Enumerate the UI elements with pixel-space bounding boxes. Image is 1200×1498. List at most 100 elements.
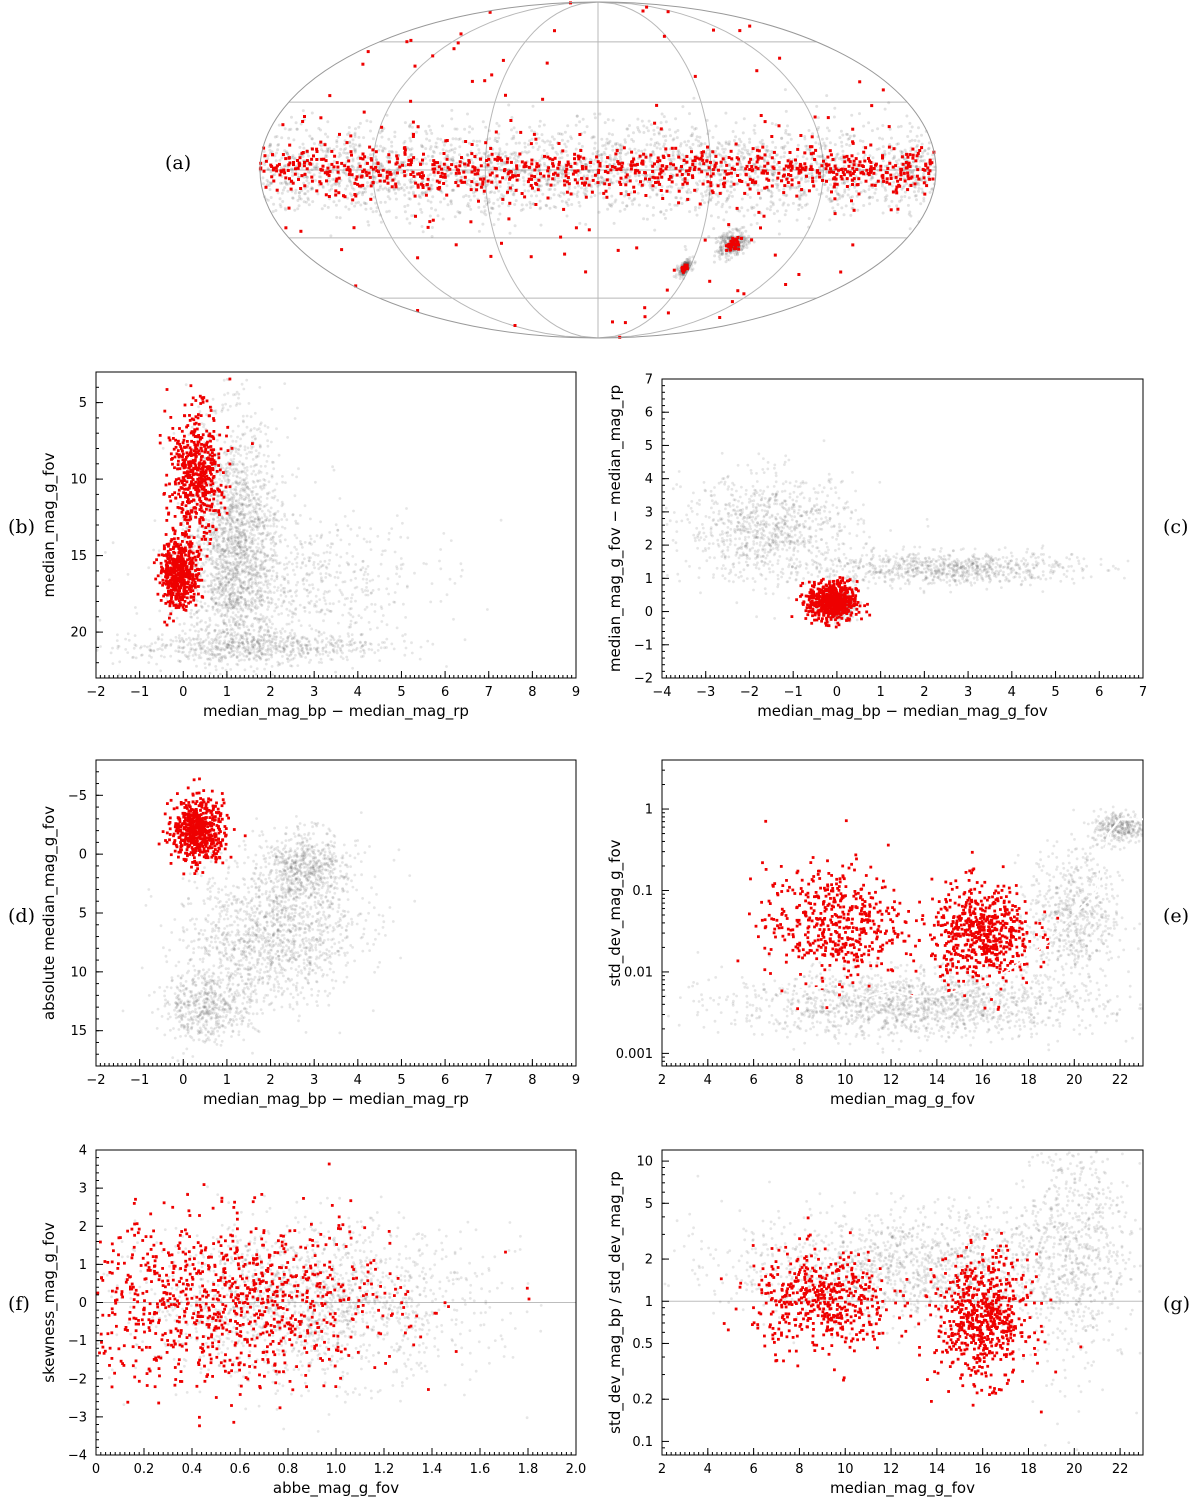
background-point	[768, 208, 772, 212]
background-point	[645, 143, 649, 147]
background-point	[519, 208, 523, 212]
background-point	[623, 194, 627, 198]
selected-point	[511, 174, 515, 178]
selected-point	[889, 173, 893, 177]
selected-point	[726, 243, 730, 247]
background-point	[430, 235, 434, 238]
background-point	[576, 190, 580, 194]
background-point	[390, 140, 394, 144]
background-point	[752, 240, 756, 244]
selected-point	[869, 165, 873, 169]
background-point	[664, 150, 668, 154]
background-point	[668, 190, 672, 194]
background-point	[731, 228, 735, 231]
selected-point	[395, 171, 399, 175]
selected-point	[375, 169, 379, 173]
selected-point	[811, 176, 815, 180]
background-point	[917, 186, 921, 190]
background-point	[720, 144, 724, 148]
background-point	[690, 134, 694, 138]
background-point	[672, 275, 676, 278]
background-point	[466, 154, 470, 157]
selected-point	[573, 169, 577, 173]
selected-point	[928, 158, 932, 162]
background-point	[523, 145, 527, 149]
background-point	[403, 205, 407, 208]
background-point	[906, 135, 910, 138]
selected-point	[760, 156, 764, 160]
background-point	[675, 203, 679, 207]
selected-point	[387, 160, 391, 164]
selected-point	[895, 191, 899, 195]
background-point	[671, 152, 675, 156]
background-point	[895, 211, 899, 214]
background-point	[634, 174, 637, 178]
background-point	[375, 206, 379, 210]
background-point	[556, 181, 560, 185]
background-point	[892, 180, 896, 184]
background-point	[560, 138, 564, 142]
selected-point	[270, 175, 274, 179]
selected-point	[633, 190, 636, 194]
selected-point	[876, 179, 880, 183]
background-point	[425, 132, 429, 136]
background-point	[719, 245, 723, 249]
selected-point	[469, 220, 473, 224]
background-point	[514, 141, 518, 145]
background-point	[867, 188, 871, 191]
selected-point	[857, 192, 861, 196]
background-point	[546, 178, 550, 182]
background-point	[735, 228, 739, 232]
selected-point	[685, 160, 689, 164]
selected-point	[286, 169, 290, 172]
selected-point	[410, 158, 413, 162]
selected-point	[320, 157, 324, 161]
background-point	[369, 120, 373, 124]
background-point	[590, 174, 594, 178]
background-point	[796, 154, 799, 158]
selected-point	[729, 171, 733, 175]
background-point	[720, 240, 724, 244]
background-point	[545, 182, 549, 186]
selected-point	[620, 165, 624, 168]
background-density	[95, 377, 503, 678]
background-point	[513, 203, 517, 206]
background-point	[469, 198, 473, 202]
background-point	[310, 137, 314, 141]
background-point	[636, 191, 640, 195]
background-point	[574, 123, 578, 127]
selected-point	[654, 181, 657, 184]
background-point	[364, 207, 368, 211]
background-point	[786, 141, 790, 145]
selected-point	[698, 202, 702, 206]
background-point	[339, 153, 343, 157]
background-point	[511, 167, 515, 171]
selected-point	[470, 152, 474, 156]
background-point	[265, 472, 269, 475]
selected-point	[553, 156, 557, 160]
background-point	[583, 188, 587, 191]
background-point	[619, 143, 623, 147]
selected-point	[849, 173, 853, 177]
background-point	[319, 144, 323, 148]
selected-point	[446, 166, 450, 170]
background-point	[716, 239, 720, 243]
selected-point	[284, 176, 288, 180]
background-point	[453, 150, 456, 154]
background-point	[456, 210, 460, 214]
background-point	[357, 144, 361, 148]
selected-point	[557, 160, 561, 164]
selected-point	[490, 180, 494, 184]
selected-point	[723, 181, 727, 185]
background-point	[659, 210, 663, 214]
background-point	[269, 626, 273, 630]
selected-point	[732, 242, 736, 246]
background-point	[686, 178, 690, 182]
selected-point	[505, 160, 509, 164]
background-point	[610, 194, 614, 198]
background-point	[741, 157, 745, 161]
selected-point	[271, 153, 275, 157]
selected-point	[432, 170, 436, 174]
selected-point	[520, 192, 524, 195]
background-point	[669, 159, 673, 163]
